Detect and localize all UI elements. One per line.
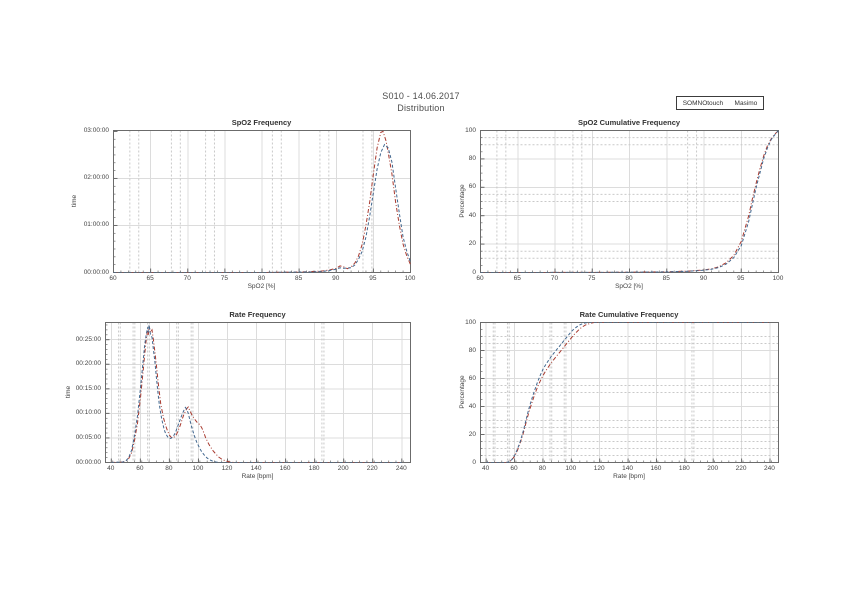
series-masimo bbox=[111, 324, 402, 463]
x-tick-label: 100 bbox=[565, 465, 577, 472]
x-tick-label: 60 bbox=[510, 465, 518, 472]
y-tick-label: 01:00:00 bbox=[83, 221, 109, 229]
series-masimo bbox=[486, 322, 770, 463]
chart-title: SpO2 Cumulative Frequency bbox=[577, 118, 681, 127]
x-tick-label: 95 bbox=[369, 275, 377, 282]
y-tick-label: 60 bbox=[468, 183, 476, 191]
x-tick-label: 65 bbox=[513, 275, 521, 282]
series-somnotouch bbox=[486, 322, 770, 463]
x-tick-label: 140 bbox=[622, 465, 633, 472]
x-tick-label: 90 bbox=[332, 275, 340, 282]
y-tick-label: 00:20:00 bbox=[75, 360, 101, 368]
x-tick-label: 220 bbox=[366, 465, 378, 472]
y-tick-label: 00:00:00 bbox=[75, 458, 101, 466]
series-somnotouch bbox=[113, 130, 411, 273]
chart-title: Rate Frequency bbox=[229, 310, 286, 319]
page-subtitle: Distribution bbox=[397, 103, 445, 113]
x-tick-label: 200 bbox=[337, 465, 349, 472]
x-tick-label: 120 bbox=[593, 465, 605, 472]
chart-title: SpO2 Frequency bbox=[231, 118, 292, 127]
y-tick-label: 00:05:00 bbox=[75, 433, 101, 441]
x-tick-label: 95 bbox=[737, 275, 745, 282]
x-axis-label: Rate [bpm] bbox=[613, 473, 645, 480]
y-tick-label: 20 bbox=[468, 240, 476, 248]
y-tick-label: 0 bbox=[472, 458, 476, 466]
y-tick-label: 02:00:00 bbox=[83, 174, 109, 182]
x-tick-label: 100 bbox=[772, 275, 784, 282]
legend-item-somnotouch: SOMNOtouch bbox=[682, 99, 724, 107]
x-tick-label: 180 bbox=[678, 465, 690, 472]
series-masimo bbox=[480, 130, 779, 273]
y-tick-label: 80 bbox=[468, 346, 476, 354]
y-tick-label: 40 bbox=[468, 402, 476, 410]
x-tick-label: 60 bbox=[109, 275, 117, 282]
x-tick-label: 85 bbox=[662, 275, 670, 282]
x-tick-label: 40 bbox=[107, 465, 115, 472]
x-tick-label: 180 bbox=[308, 465, 320, 472]
y-tick-label: 100 bbox=[465, 126, 476, 134]
x-tick-label: 240 bbox=[395, 465, 407, 472]
x-axis-label: SpO2 [%] bbox=[615, 283, 643, 290]
legend-box: SOMNOtouch Masimo bbox=[676, 96, 764, 110]
x-tick-label: 220 bbox=[735, 465, 747, 472]
x-tick-label: 100 bbox=[404, 275, 416, 282]
y-axis-label: time bbox=[65, 385, 72, 399]
x-tick-label: 240 bbox=[764, 465, 775, 472]
y-axis-label: Percentage bbox=[459, 184, 466, 218]
plot-area bbox=[480, 130, 779, 273]
x-tick-label: 90 bbox=[699, 275, 708, 282]
y-axis-label: Percentage bbox=[459, 375, 466, 409]
x-tick-label: 70 bbox=[183, 275, 191, 282]
x-tick-label: 60 bbox=[136, 465, 144, 472]
plot-area bbox=[113, 130, 411, 273]
x-tick-label: 100 bbox=[192, 465, 204, 472]
chart-title: Rate Cumulative Frequency bbox=[579, 310, 679, 319]
x-tick-label: 40 bbox=[482, 465, 490, 472]
x-tick-label: 200 bbox=[707, 465, 719, 472]
x-tick-label: 80 bbox=[257, 275, 266, 282]
x-tick-label: 60 bbox=[476, 275, 484, 282]
x-tick-label: 120 bbox=[221, 465, 233, 472]
x-tick-label: 75 bbox=[588, 275, 596, 282]
y-tick-label: 100 bbox=[465, 318, 476, 326]
y-axis-label: time bbox=[71, 194, 78, 208]
y-tick-label: 03:00:00 bbox=[83, 127, 109, 135]
y-tick-label: 0 bbox=[472, 268, 476, 276]
series-somnotouch bbox=[111, 325, 402, 463]
y-tick-label: 00:10:00 bbox=[75, 409, 101, 417]
y-tick-label: 60 bbox=[468, 374, 476, 382]
x-axis-label: SpO2 [%] bbox=[247, 283, 276, 290]
x-tick-label: 80 bbox=[165, 465, 173, 472]
x-tick-label: 140 bbox=[250, 465, 262, 472]
x-tick-label: 70 bbox=[550, 275, 559, 282]
x-tick-label: 160 bbox=[650, 465, 662, 472]
legend-item-masimo: Masimo bbox=[734, 99, 758, 107]
x-axis-label: Rate [bpm] bbox=[241, 473, 274, 480]
y-tick-label: 00:25:00 bbox=[75, 335, 101, 343]
plot-area bbox=[480, 322, 779, 463]
x-tick-label: 65 bbox=[146, 275, 154, 282]
x-tick-label: 160 bbox=[279, 465, 291, 472]
y-tick-label: 40 bbox=[468, 211, 476, 219]
x-tick-label: 75 bbox=[220, 275, 228, 282]
series-somnotouch bbox=[480, 130, 779, 273]
series-masimo bbox=[113, 143, 411, 273]
page-title: S010 - 14.06.2017 bbox=[382, 91, 460, 101]
x-tick-label: 80 bbox=[538, 465, 547, 472]
y-tick-label: 80 bbox=[468, 154, 476, 162]
x-tick-label: 85 bbox=[295, 275, 303, 282]
x-tick-label: 80 bbox=[625, 275, 633, 282]
plot-area bbox=[105, 322, 411, 463]
y-tick-label: 00:00:00 bbox=[83, 268, 109, 276]
y-tick-label: 00:15:00 bbox=[75, 384, 101, 392]
y-tick-label: 20 bbox=[468, 430, 476, 438]
